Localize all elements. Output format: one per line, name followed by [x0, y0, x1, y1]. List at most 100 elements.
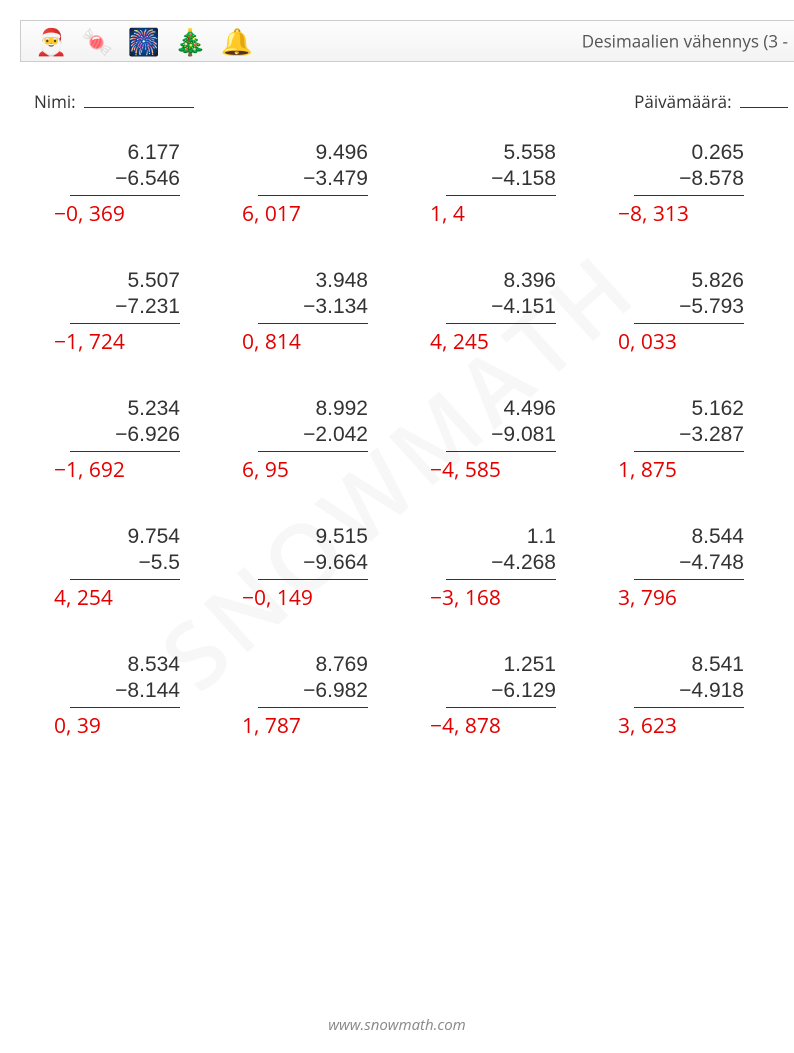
answer: −3, 168 — [430, 584, 594, 612]
answer: 6, 95 — [242, 456, 406, 484]
subtrahend: −7.231 — [70, 294, 180, 320]
problem-cell: 5.558−4.158 1, 4 — [406, 130, 594, 258]
bell-icon: 🔔 — [221, 28, 253, 54]
subtrahend: −4.748 — [634, 550, 744, 576]
operand-box: 5.234−6.926 — [70, 396, 180, 452]
minuend: 0.265 — [634, 140, 744, 166]
header-icons: 🎅 🍬 🎆 🎄 🔔 — [35, 28, 253, 54]
rule-line — [446, 579, 556, 580]
operand-box: 5.558−4.158 — [446, 140, 556, 196]
subtrahend: −3.287 — [634, 422, 744, 448]
firework-icon: 🎆 — [128, 28, 160, 54]
candy-icon: 🍬 — [81, 28, 113, 54]
problem-cell: 8.544−4.748 3, 796 — [594, 514, 782, 642]
answer: −8, 313 — [618, 200, 782, 228]
subtrahend: −3.479 — [258, 166, 368, 192]
operand-box: 3.948−3.134 — [258, 268, 368, 324]
problem-cell: 5.826−5.793 0, 033 — [594, 258, 782, 386]
minuend: 8.396 — [446, 268, 556, 294]
operand-box: 0.265−8.578 — [634, 140, 744, 196]
rule-line — [70, 323, 180, 324]
answer: 3, 623 — [618, 712, 782, 740]
subtrahend: −4.151 — [446, 294, 556, 320]
problem-cell: 8.769−6.9821, 787 — [218, 642, 406, 770]
subtrahend: −6.546 — [70, 166, 180, 192]
rule-line — [70, 451, 180, 452]
operand-box: 8.992−2.042 — [258, 396, 368, 452]
operand-box: 9.496−3.479 — [258, 140, 368, 196]
rule-line — [634, 579, 744, 580]
subtrahend: −9.081 — [446, 422, 556, 448]
minuend: 5.234 — [70, 396, 180, 422]
minuend: 1.251 — [446, 652, 556, 678]
subtrahend: −6.982 — [258, 678, 368, 704]
subtrahend: −6.926 — [70, 422, 180, 448]
problem-cell: 5.234−6.926−1, 692 — [30, 386, 218, 514]
subtrahend: −5.5 — [70, 550, 180, 576]
answer: 0, 814 — [242, 328, 406, 356]
problem-cell: 8.534−8.1440, 39 — [30, 642, 218, 770]
answer: 3, 796 — [618, 584, 782, 612]
operand-box: 8.544−4.748 — [634, 524, 744, 580]
minuend: 9.515 — [258, 524, 368, 550]
operand-box: 5.162−3.287 — [634, 396, 744, 452]
problem-cell: 8.396−4.151 4, 245 — [406, 258, 594, 386]
answer: 1, 875 — [618, 456, 782, 484]
operand-box: 8.769−6.982 — [258, 652, 368, 708]
name-blank — [84, 93, 194, 108]
operand-box: 5.826−5.793 — [634, 268, 744, 324]
worksheet-title: Desimaalien vähennys (3 - — [582, 30, 788, 53]
problem-cell: 0.265−8.578 −8, 313 — [594, 130, 782, 258]
rule-line — [70, 579, 180, 580]
rule-line — [70, 707, 180, 708]
answer: −1, 724 — [54, 328, 218, 356]
problem-cell: 5.162−3.287 1, 875 — [594, 386, 782, 514]
rule-line — [446, 451, 556, 452]
problems-grid: 6.177−6.546−0, 3699.496−3.4796, 0175.558… — [30, 130, 794, 770]
santa-icon: 🎅 — [35, 28, 67, 54]
subtrahend: −6.129 — [446, 678, 556, 704]
problem-cell: 4.496−9.081−4, 585 — [406, 386, 594, 514]
answer: 0, 39 — [54, 712, 218, 740]
rule-line — [446, 195, 556, 196]
subtrahend: −5.793 — [634, 294, 744, 320]
operand-box: 9.515−9.664 — [258, 524, 368, 580]
minuend: 6.177 — [70, 140, 180, 166]
subtrahend: −4.158 — [446, 166, 556, 192]
rule-line — [446, 707, 556, 708]
answer: 4, 254 — [54, 584, 218, 612]
minuend: 5.507 — [70, 268, 180, 294]
problem-cell: 8.541−4.918 3, 623 — [594, 642, 782, 770]
rule-line — [634, 451, 744, 452]
problem-cell: 9.754−5.5 4, 254 — [30, 514, 218, 642]
answer: 4, 245 — [430, 328, 594, 356]
minuend: 4.496 — [446, 396, 556, 422]
minuend: 8.534 — [70, 652, 180, 678]
subtrahend: −4.918 — [634, 678, 744, 704]
rule-line — [634, 707, 744, 708]
minuend: 5.558 — [446, 140, 556, 166]
problem-cell: 5.507−7.231 −1, 724 — [30, 258, 218, 386]
meta-row: Nimi: Päivämäärä: — [34, 90, 788, 113]
minuend: 9.754 — [70, 524, 180, 550]
name-field: Nimi: — [34, 90, 194, 113]
rule-line — [70, 195, 180, 196]
date-blank — [740, 93, 788, 108]
name-label: Nimi: — [34, 90, 76, 113]
answer: 1, 4 — [430, 200, 594, 228]
answer: 6, 017 — [242, 200, 406, 228]
rule-line — [258, 323, 368, 324]
minuend: 8.544 — [634, 524, 744, 550]
minuend: 8.541 — [634, 652, 744, 678]
subtrahend: −2.042 — [258, 422, 368, 448]
operand-box: 5.507−7.231 — [70, 268, 180, 324]
rule-line — [258, 579, 368, 580]
rule-line — [258, 195, 368, 196]
rule-line — [258, 707, 368, 708]
problem-cell: 3.948−3.134 0, 814 — [218, 258, 406, 386]
answer: 0, 033 — [618, 328, 782, 356]
subtrahend: −9.664 — [258, 550, 368, 576]
ornament-icon: 🎄 — [174, 28, 206, 54]
answer: −0, 149 — [242, 584, 406, 612]
problem-cell: 9.496−3.479 6, 017 — [218, 130, 406, 258]
